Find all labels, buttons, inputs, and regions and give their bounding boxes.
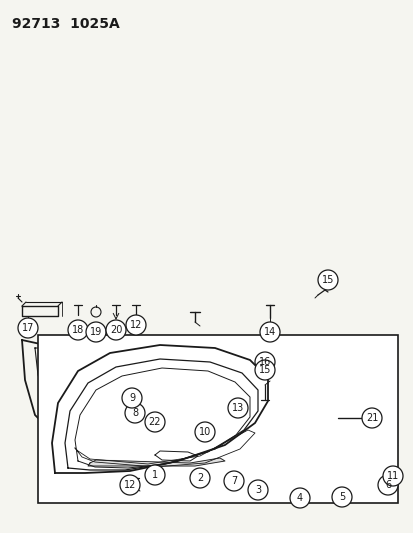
Polygon shape [88, 458, 224, 466]
Polygon shape [40, 347, 235, 362]
Text: 22: 22 [148, 417, 161, 427]
Text: 5: 5 [338, 492, 344, 502]
Circle shape [289, 488, 309, 508]
Text: 11: 11 [386, 471, 398, 481]
Text: 18: 18 [72, 325, 84, 335]
Circle shape [145, 465, 165, 485]
Text: 8: 8 [132, 408, 138, 418]
Text: 7: 7 [230, 476, 237, 486]
Text: 14: 14 [263, 327, 275, 337]
Circle shape [228, 398, 247, 418]
Circle shape [247, 480, 267, 500]
Text: 12: 12 [123, 480, 136, 490]
Circle shape [125, 403, 145, 423]
Circle shape [145, 412, 165, 432]
Text: 13: 13 [231, 403, 244, 413]
Circle shape [223, 471, 243, 491]
Text: 1: 1 [152, 470, 158, 480]
Circle shape [86, 322, 106, 342]
Text: 6: 6 [384, 480, 390, 490]
Circle shape [190, 468, 209, 488]
Text: 92713  1025A: 92713 1025A [12, 17, 119, 31]
Circle shape [331, 487, 351, 507]
Circle shape [18, 318, 38, 338]
Text: 15: 15 [258, 365, 271, 375]
Text: 17: 17 [22, 323, 34, 333]
Circle shape [106, 320, 126, 340]
Text: 16: 16 [258, 357, 271, 367]
Text: 21: 21 [365, 413, 377, 423]
Circle shape [259, 322, 279, 342]
Text: 12: 12 [130, 320, 142, 330]
Circle shape [377, 475, 397, 495]
Text: 4: 4 [296, 493, 302, 503]
Circle shape [126, 315, 146, 335]
Text: 3: 3 [254, 485, 261, 495]
Text: 19: 19 [90, 327, 102, 337]
Polygon shape [103, 386, 224, 398]
Circle shape [382, 466, 402, 486]
Bar [38, 335, 397, 503]
Circle shape [361, 408, 381, 428]
Text: 2: 2 [197, 473, 203, 483]
Circle shape [122, 388, 142, 408]
Text: 15: 15 [321, 275, 333, 285]
Text: 9: 9 [128, 393, 135, 403]
Circle shape [195, 422, 214, 442]
Text: 10: 10 [198, 427, 211, 437]
Circle shape [120, 475, 140, 495]
Circle shape [68, 320, 88, 340]
Circle shape [317, 270, 337, 290]
Circle shape [254, 352, 274, 372]
Circle shape [254, 360, 274, 380]
Text: 20: 20 [109, 325, 122, 335]
